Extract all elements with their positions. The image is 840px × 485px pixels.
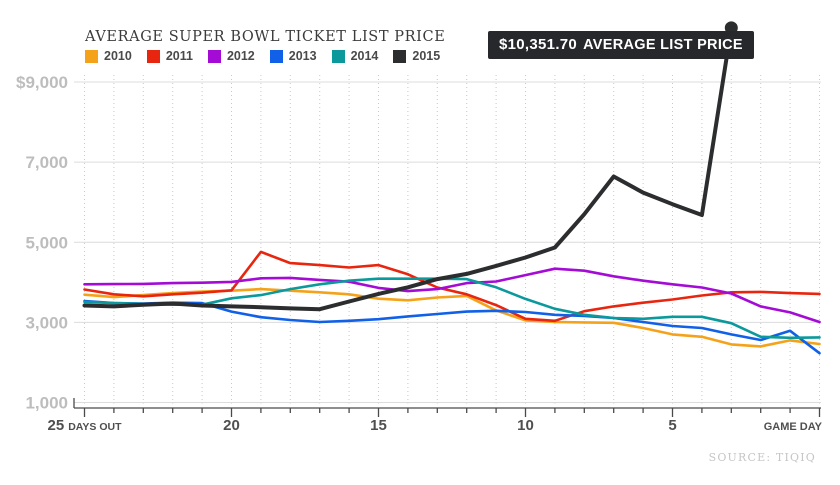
legend-label: 2013 xyxy=(288,49,317,63)
legend-label: 2011 xyxy=(165,49,193,63)
x-tick-label: 15 xyxy=(370,417,387,434)
callout-price-label: AVERAGE LIST PRICE xyxy=(583,37,743,53)
series-line-2012 xyxy=(83,267,821,324)
callout-price-value: $10,351.70 xyxy=(499,36,578,53)
chart-legend: 2010 2011 2012 2013 2014 2015 xyxy=(85,49,440,63)
series-line-2014 xyxy=(83,277,821,340)
average-list-price-callout: $10,351.70 AVERAGE LIST PRICE xyxy=(488,31,754,59)
legend-label: 2012 xyxy=(226,49,255,63)
source-credit: SOURCE: TIQIQ xyxy=(708,451,816,464)
x-tick-label: 5 xyxy=(668,417,676,434)
legend-label: 2015 xyxy=(412,49,441,63)
legend-label: 2014 xyxy=(350,49,379,63)
legend-swatch-2015 xyxy=(393,49,407,63)
x-tick-label: 25 DAYS OUT xyxy=(48,417,123,434)
legend-swatch-2012 xyxy=(207,49,221,63)
legend-item-2011: 2011 xyxy=(146,49,193,63)
x-tick-label: 10 xyxy=(517,417,534,434)
legend-item-2013: 2013 xyxy=(269,49,317,63)
legend-label: 2010 xyxy=(104,49,132,63)
y-tick-label: 3,000 xyxy=(25,313,68,332)
legend-swatch-2014 xyxy=(331,49,345,63)
series-line-2015 xyxy=(82,25,734,312)
legend-swatch-2011 xyxy=(146,49,160,63)
y-tick-label: 1,000 xyxy=(25,394,68,413)
series-line-2011 xyxy=(83,250,821,323)
legend-item-2014: 2014 xyxy=(331,49,379,63)
legend-item-2010: 2010 xyxy=(85,49,132,63)
legend-swatch-2013 xyxy=(269,49,283,63)
y-tick-label: 5,000 xyxy=(25,233,68,252)
legend-swatch-2010 xyxy=(85,49,98,63)
y-tick-label: $9,000 xyxy=(16,73,68,92)
x-tick-label: 20 xyxy=(223,417,240,434)
series-line-2013 xyxy=(83,299,821,355)
legend-item-2015: 2015 xyxy=(393,49,440,63)
x-tick-label: GAME DAY xyxy=(764,421,823,433)
legend-item-2012: 2012 xyxy=(207,49,255,63)
chart-title: AVERAGE SUPER BOWL TICKET LIST PRICE xyxy=(85,29,446,45)
y-tick-label: 7,000 xyxy=(25,153,68,172)
